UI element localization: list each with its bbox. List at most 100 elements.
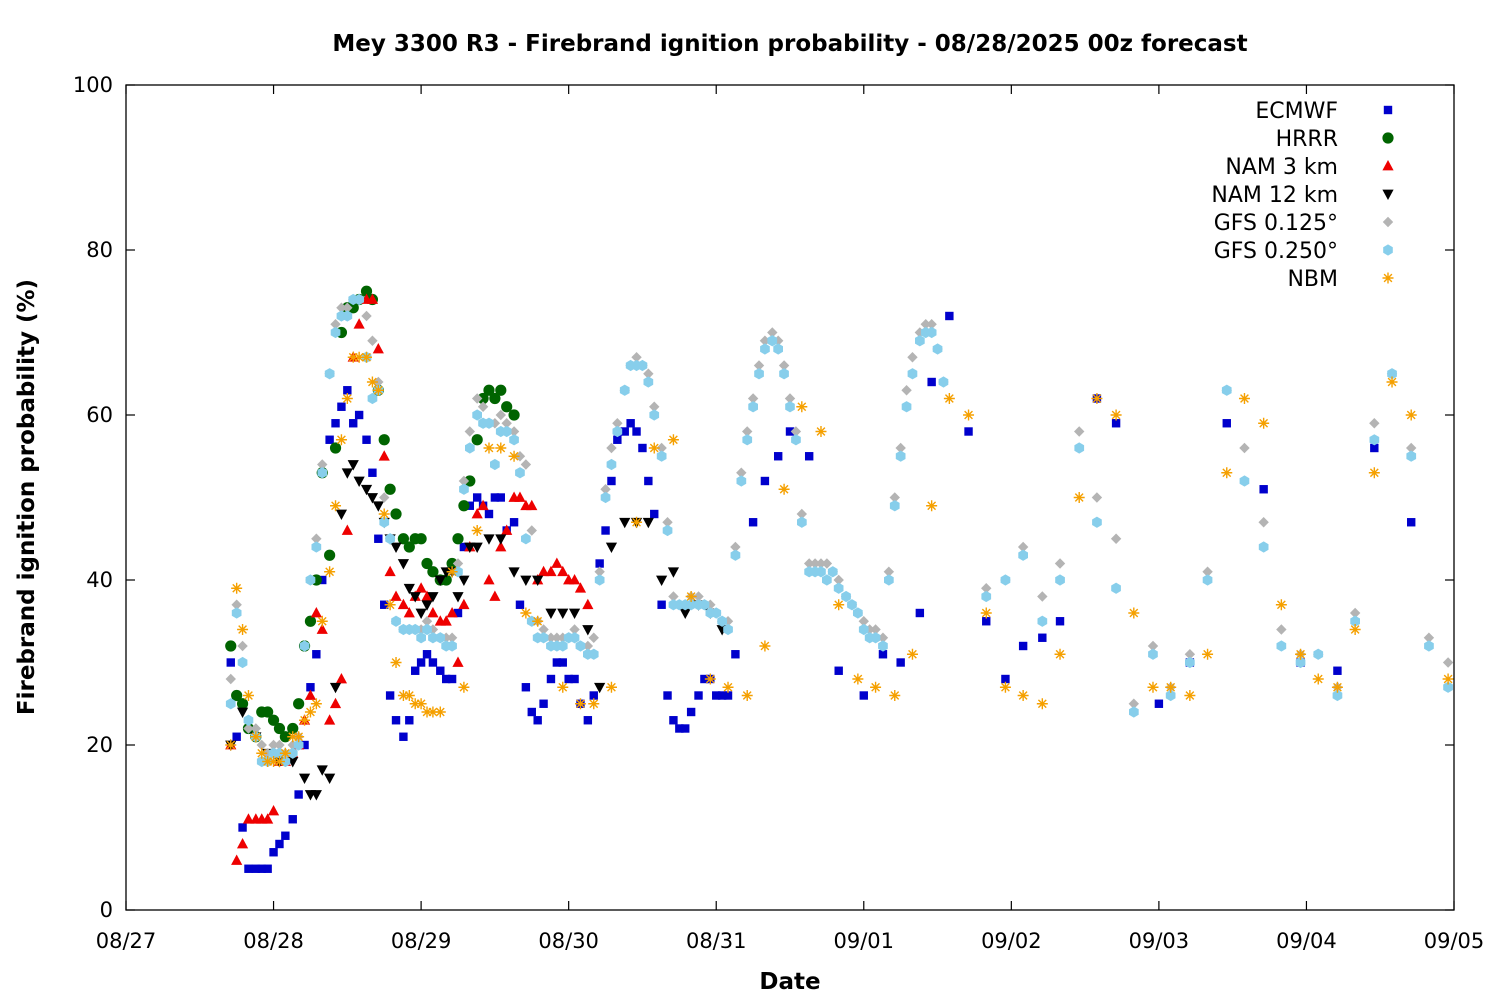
data-point xyxy=(490,458,500,471)
data-point xyxy=(742,426,753,437)
data-point xyxy=(372,343,384,354)
data-point xyxy=(619,384,630,396)
data-point xyxy=(532,615,544,627)
data-point xyxy=(889,492,900,503)
data-point xyxy=(668,591,679,602)
data-point xyxy=(681,724,690,733)
legend-label: ECMWF xyxy=(1255,99,1338,124)
data-point xyxy=(779,368,789,380)
data-point xyxy=(427,566,439,578)
data-point xyxy=(804,452,814,461)
y-tick-label: 40 xyxy=(86,568,113,592)
data-point xyxy=(1239,442,1250,454)
data-point xyxy=(901,401,912,413)
data-point xyxy=(1091,393,1103,404)
data-point xyxy=(601,526,610,535)
data-point xyxy=(242,690,254,701)
data-point xyxy=(415,698,427,710)
data-point xyxy=(1165,681,1177,693)
data-point xyxy=(353,318,365,329)
data-point xyxy=(551,632,563,643)
data-point xyxy=(236,698,249,710)
y-tick-label: 100 xyxy=(73,73,113,97)
data-point xyxy=(730,541,741,553)
data-point xyxy=(1295,656,1306,669)
data-point xyxy=(243,723,254,734)
legend-marker xyxy=(1382,160,1394,171)
data-point xyxy=(452,533,464,545)
data-point xyxy=(287,722,299,735)
data-point xyxy=(347,460,359,471)
data-point xyxy=(527,707,536,717)
data-point xyxy=(662,517,673,528)
data-point xyxy=(360,285,373,297)
data-point xyxy=(1405,409,1417,421)
data-point xyxy=(446,632,458,643)
data-point xyxy=(514,491,526,502)
data-point xyxy=(884,574,894,586)
data-point xyxy=(1018,641,1028,651)
data-point xyxy=(440,615,452,626)
data-point xyxy=(926,500,938,512)
data-point xyxy=(878,640,888,652)
data-point xyxy=(594,682,606,694)
legend-item: GFS 0.125° xyxy=(1214,211,1394,236)
data-point xyxy=(304,689,317,700)
data-point xyxy=(1221,384,1232,396)
data-point xyxy=(1038,633,1047,642)
data-point xyxy=(1055,574,1065,586)
data-point xyxy=(620,427,629,436)
data-point xyxy=(686,599,696,611)
data-point xyxy=(648,442,660,454)
data-point xyxy=(318,575,327,585)
data-point xyxy=(1036,698,1048,710)
legend-label: HRRR xyxy=(1276,127,1338,152)
legend-label: NAM 3 km xyxy=(1225,155,1338,180)
data-point xyxy=(390,542,402,553)
data-point xyxy=(465,501,475,510)
data-point xyxy=(415,533,427,545)
data-point xyxy=(896,658,905,667)
data-point xyxy=(712,691,721,700)
data-point xyxy=(723,691,733,700)
data-point xyxy=(501,524,513,535)
series-5 xyxy=(225,293,1453,768)
data-point xyxy=(1074,426,1085,437)
data-point xyxy=(496,493,505,502)
data-point xyxy=(238,823,247,832)
data-point xyxy=(415,582,427,593)
data-point xyxy=(945,311,954,321)
data-point xyxy=(489,392,501,405)
data-point xyxy=(268,756,280,767)
data-point xyxy=(643,376,654,388)
data-point xyxy=(1148,648,1158,660)
data-point xyxy=(927,377,936,387)
data-point xyxy=(298,773,311,784)
data-point xyxy=(526,525,537,536)
x-tick-label: 08/29 xyxy=(391,929,452,953)
data-point xyxy=(464,475,476,487)
data-point xyxy=(337,402,346,411)
data-point xyxy=(391,615,401,627)
data-point xyxy=(1128,607,1140,619)
data-point xyxy=(403,583,415,595)
x-tick-label: 08/30 xyxy=(538,929,599,953)
data-point xyxy=(509,518,519,527)
data-point xyxy=(464,426,476,437)
data-point xyxy=(416,632,426,644)
data-point xyxy=(575,640,586,652)
legend: ECMWF HRRR NAM 3 km NAM 12 km GFS 0.125° GFS … xyxy=(1211,99,1394,292)
data-point xyxy=(600,491,611,504)
data-point xyxy=(262,756,274,767)
data-point xyxy=(723,623,733,636)
data-point xyxy=(281,831,290,840)
data-point xyxy=(471,393,483,404)
data-point xyxy=(605,681,617,693)
y-tick-label: 20 xyxy=(86,733,113,757)
data-point xyxy=(341,524,353,535)
data-point xyxy=(390,590,402,601)
data-point xyxy=(932,343,943,355)
data-point xyxy=(574,698,586,710)
data-point xyxy=(354,410,364,420)
data-point xyxy=(384,483,396,495)
